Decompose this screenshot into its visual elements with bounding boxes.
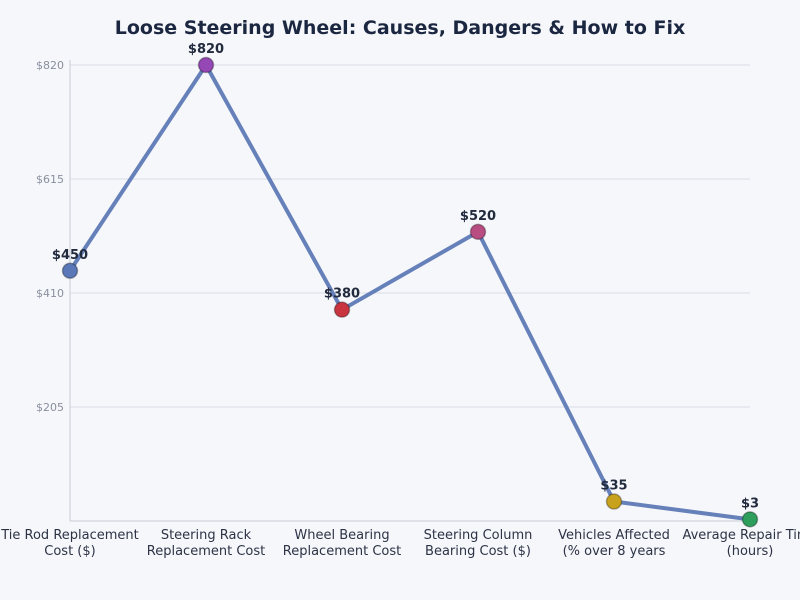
y-tick-label: $615	[36, 173, 64, 186]
x-tick-label: Average Repair Time(hours)	[682, 528, 800, 559]
data-label: $35	[600, 479, 627, 494]
data-label: $450	[52, 248, 88, 263]
y-tick-label: $820	[36, 59, 64, 72]
data-point	[333, 301, 351, 318]
x-tick-label: Tie Rod Replacement Cost ($)	[0, 528, 139, 559]
x-tick-label: Steering Column Bearing Cost ($)	[424, 528, 533, 559]
x-tick-label: Vehicles Affected (% over 8 years	[558, 528, 670, 559]
data-label: $380	[324, 287, 360, 302]
y-tick-label: $205	[36, 401, 64, 414]
data-point	[61, 262, 79, 280]
data-label: $820	[188, 42, 224, 57]
x-tick-label: Steering Rack Replacement Cost	[147, 528, 265, 559]
data-point	[197, 56, 215, 74]
chart-title: Loose Steering Wheel: Causes, Dangers & …	[115, 17, 686, 39]
data-label: $3	[741, 496, 759, 511]
data-point	[741, 511, 759, 528]
y-tick-label: $410	[36, 287, 64, 300]
series-line	[68, 63, 751, 522]
data-label: $520	[460, 209, 496, 224]
data-point	[469, 223, 487, 241]
x-tick-label: Wheel Bearing Replacement Cost	[283, 528, 401, 559]
data-point	[605, 493, 623, 510]
